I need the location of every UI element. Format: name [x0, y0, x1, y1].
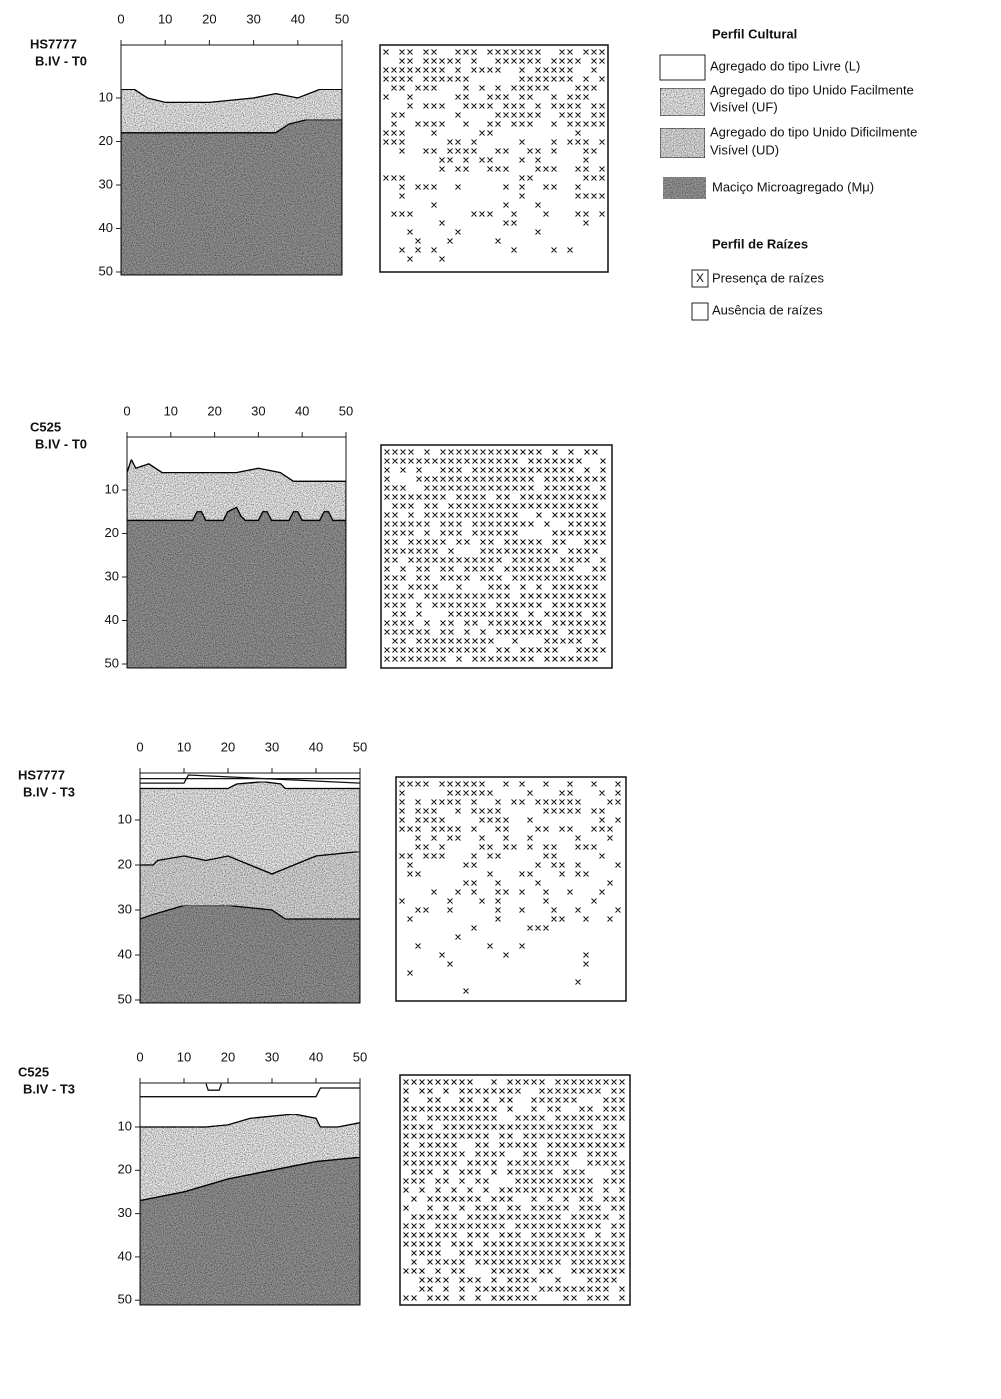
- legend-label: Visível (UF): [710, 99, 778, 114]
- y-tick-label: 40: [105, 612, 119, 627]
- y-tick-label: 40: [118, 946, 132, 961]
- x-tick-label: 10: [177, 739, 191, 754]
- legend-label: Agregado do tipo Livre (L): [710, 58, 860, 73]
- y-tick-label: 40: [99, 220, 113, 235]
- y-tick-label: 20: [118, 1162, 132, 1177]
- legend-swatch: [692, 303, 708, 320]
- y-tick-label: 10: [118, 811, 132, 826]
- x-tick-label: 30: [251, 403, 265, 418]
- x-tick-label: 50: [353, 739, 367, 754]
- y-tick-label: 50: [118, 991, 132, 1006]
- legend-swatch: [660, 55, 705, 80]
- y-tick-label: 30: [105, 568, 119, 583]
- x-tick-label: 30: [246, 11, 260, 26]
- y-tick-label: 20: [105, 525, 119, 540]
- roots-box: [396, 777, 626, 1001]
- treatment-label: B.IV - T0: [35, 53, 87, 68]
- x-tick-label: 30: [265, 739, 279, 754]
- legend-label: Visível (UD): [710, 142, 779, 157]
- legend-label: Maciço Microagregado (Mμ): [712, 179, 874, 194]
- x-tick-label: 20: [207, 403, 221, 418]
- y-tick-label: 50: [105, 655, 119, 670]
- legend-title: Perfil de Raízes: [712, 236, 808, 251]
- x-tick-label: 20: [221, 1049, 235, 1064]
- x-tick-label: 0: [123, 403, 130, 418]
- soil-layer: [140, 906, 360, 1004]
- legend-label: Ausência de raízes: [712, 302, 823, 317]
- x-tick-label: 50: [335, 11, 349, 26]
- sample-label: C525: [30, 419, 61, 434]
- treatment-label: B.IV - T3: [23, 784, 75, 799]
- legend-swatch: [660, 88, 705, 116]
- x-tick-label: 10: [177, 1049, 191, 1064]
- x-tick-label: 40: [309, 1049, 323, 1064]
- figure: Perfil Cultural Agregado do tipo Livre (…: [0, 0, 1001, 1399]
- x-tick-label: 10: [164, 403, 178, 418]
- legend: Perfil Cultural Agregado do tipo Livre (…: [660, 26, 917, 320]
- x-tick-label: 0: [136, 1049, 143, 1064]
- y-tick-label: 50: [99, 263, 113, 278]
- x-tick-label: 20: [221, 739, 235, 754]
- y-tick-label: 10: [105, 481, 119, 496]
- x-tick-label: 50: [353, 1049, 367, 1064]
- roots-box: [381, 445, 612, 668]
- sample-label: C525: [18, 1064, 49, 1079]
- profile-panel: C525 B.IV - T3 0 10 20 30 40 50 10 20 30 40 50: [18, 1049, 630, 1306]
- y-tick-label: 30: [118, 1205, 132, 1220]
- roots-box: [400, 1075, 630, 1305]
- x-tick-label: 20: [202, 11, 216, 26]
- profile-panel: HS7777 B.IV - T3 0 10 20 30 40 50 10 20 30 40 50: [18, 739, 626, 1006]
- y-tick-label: 50: [118, 1292, 132, 1307]
- legend-swatch: [663, 177, 706, 199]
- y-tick-label: 30: [118, 901, 132, 916]
- legend-title: Perfil Cultural: [712, 26, 797, 41]
- y-tick-label: 40: [118, 1248, 132, 1263]
- x-tick-label: 50: [339, 403, 353, 418]
- legend-swatch: [660, 128, 705, 158]
- legend-symbol: X: [696, 271, 704, 285]
- sample-label: HS7777: [30, 36, 77, 51]
- legend-label: Presença de raízes: [712, 270, 825, 285]
- y-tick-label: 20: [99, 133, 113, 148]
- x-tick-label: 10: [158, 11, 172, 26]
- x-tick-label: 40: [291, 11, 305, 26]
- profile-panel: HS7777 B.IV - T0 0 10 20 30 40 50 10 20 30 40 50: [30, 11, 608, 278]
- y-tick-label: 10: [99, 89, 113, 104]
- legend-label: Agregado do tipo Unido Facilmente: [710, 82, 914, 97]
- roots-box: [380, 45, 608, 272]
- x-tick-label: 0: [117, 11, 124, 26]
- y-tick-label: 30: [99, 176, 113, 191]
- x-tick-label: 0: [136, 739, 143, 754]
- y-tick-label: 20: [118, 856, 132, 871]
- treatment-label: B.IV - T0: [35, 436, 87, 451]
- x-tick-label: 40: [309, 739, 323, 754]
- y-tick-label: 10: [118, 1118, 132, 1133]
- legend-label: Agregado do tipo Unido Dificilmente: [710, 124, 917, 139]
- x-tick-label: 30: [265, 1049, 279, 1064]
- x-tick-label: 40: [295, 403, 309, 418]
- sample-label: HS7777: [18, 767, 65, 782]
- treatment-label: B.IV - T3: [23, 1081, 75, 1096]
- profile-panel: C525 B.IV - T0 0 10 20 30 40 50 10 20 30 40 50: [30, 403, 612, 670]
- soil-layer: [121, 120, 342, 275]
- soil-layer: [127, 507, 346, 668]
